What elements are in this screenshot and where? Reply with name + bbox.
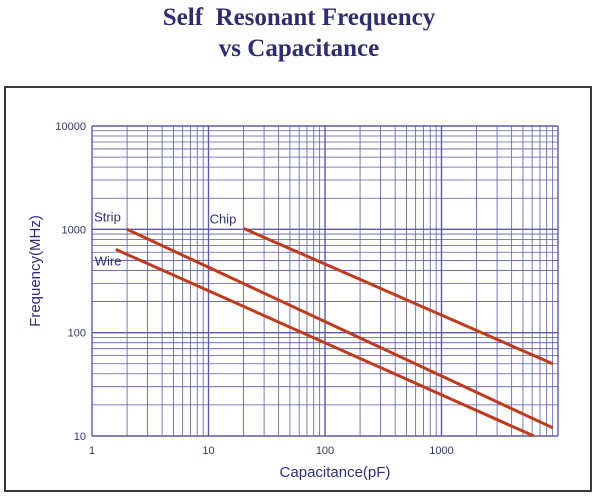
chart-frame	[4, 86, 592, 492]
x-tick-label: 1000	[429, 445, 453, 457]
grid	[91, 125, 559, 437]
series-line-chip	[242, 227, 554, 366]
y-axis-label: Frequency(MHz)	[27, 215, 44, 327]
series-lines	[115, 227, 554, 438]
series-label-chip: Chip	[210, 211, 237, 226]
chart-title-line-2: vs Capacitance	[218, 35, 380, 62]
x-tick-label: 10	[202, 445, 214, 457]
y-tick-label: 10	[74, 431, 86, 443]
x-axis-label: Capacitance(pF)	[280, 464, 391, 481]
y-tick-label: 10000	[55, 121, 86, 133]
chart-title: Self Resonant Frequency vs Capacitance	[0, 2, 598, 64]
y-tick-label: 1000	[62, 224, 86, 236]
x-tick-label: 1	[89, 445, 95, 457]
series-label-strip: Strip	[94, 209, 121, 224]
series-label-wire: Wire	[95, 253, 122, 268]
series-labels: Strip Wire Chip	[94, 209, 236, 268]
series-line-wire	[115, 248, 535, 438]
chart-title-line-1: Self Resonant Frequency	[162, 4, 436, 31]
series-line-strip	[126, 227, 554, 430]
x-tick-label: 100	[316, 445, 334, 457]
y-tick-label: 100	[68, 328, 86, 340]
